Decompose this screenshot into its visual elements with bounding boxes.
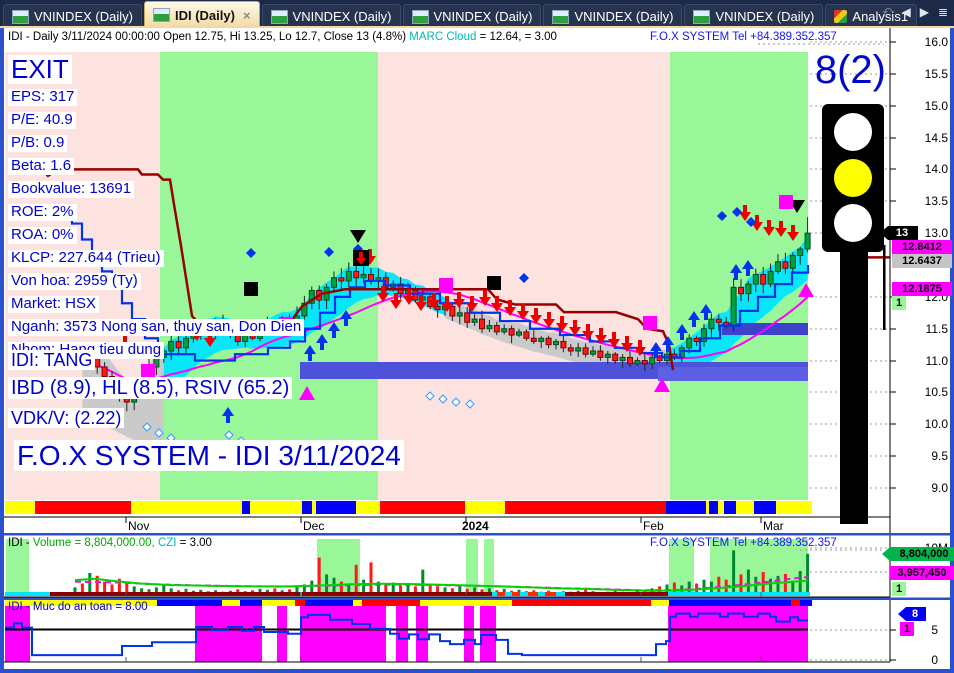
price-tick-label: 13.0 [924,226,948,240]
price-tick-label: 9.5 [931,449,948,463]
marc-cloud-value: = 12.64, = 3.00 [476,31,557,43]
exit-label: EXIT [8,54,72,85]
price-tick-label: 15.5 [924,67,948,81]
stat-label: P/E: 40.9 [8,111,76,129]
stat-label: P/B: 0.9 [8,134,68,152]
price-tag: 12.8412 [892,240,952,254]
tab-vnindex-daily-[interactable]: VNINDEX (Daily) [684,4,824,28]
tab-bar-bottom-strip [0,26,954,28]
stat-label: Bookvalue: 13691 [8,180,135,198]
tab-vnindex-daily-[interactable]: VNINDEX (Daily) [261,4,401,28]
price-tag: 12.1875 [892,282,952,296]
safety-tick-label: 0 [931,653,938,667]
tab-label: VNINDEX (Daily) [34,9,133,24]
chart-icon [693,9,711,24]
tab-label: VNINDEX (Daily) [433,9,533,24]
fox-system-contact: F.O.X SYSTEM Tel +84.389.352.357 [650,31,837,43]
volume-pane-title: IDI - Volume = 8,804,000.00, CZI = 3.00 [8,537,212,549]
traffic-light-indicator [822,104,884,252]
volume-tag: 1 [892,582,906,596]
chart-icon [12,9,29,24]
price-tick-label: 14.0 [924,162,948,176]
signal-label: IDI: TANG [8,350,96,371]
stat-label: Von hoa: 2959 (Ty) [8,272,141,290]
safety-tag: 8 [898,607,926,621]
analysis-icon [834,10,848,23]
main-chart-title: IDI - Daily 3/11/2024 00:00:00 Open 12.7… [8,31,557,43]
volume-tag: 8,804,000 [882,547,954,561]
safety-tick-label: 5 [931,623,938,637]
tab-vnindex-daily-[interactable]: VNINDEX (Daily) [402,4,542,28]
time-tick-label: Nov [128,519,150,533]
chart-icon [270,9,288,24]
tab-label: VNINDEX (Daily) [574,9,674,24]
time-tick-label: Mar [763,519,784,533]
tab-nav-icons: ↶ ◀ ▶ ≣ [882,6,948,18]
history-back-icon[interactable]: ↶ [882,5,893,19]
volume-tag: 3,957,450 [890,566,954,580]
tab-bar: VNINDEX (Daily) IDI (Daily) × VNINDEX (Dail… [0,0,954,28]
price-tick-label: 10.0 [924,417,948,431]
price-tick-label: 14.5 [924,131,948,145]
tab-idi-daily-[interactable]: IDI (Daily) × [143,1,260,28]
ohlc-text: IDI - Daily 3/11/2024 00:00:00 Open 12.7… [8,31,410,43]
price-tick-label: 16.0 [924,35,948,49]
fox-system-contact-volume: F.O.X SYSTEM Tel +84.389.352.357 [650,537,837,549]
stat-label: Nganh: 3573 Nong san, thuy san, Don Dien [8,318,305,336]
tab-analysis1[interactable]: Analysis1 [825,4,918,28]
price-tick-label: 15.0 [924,99,948,113]
volume-symbol: IDI - [8,537,33,549]
tab-vnindex-daily-[interactable]: VNINDEX (Daily) [543,4,683,28]
scroll-tabs-left-icon[interactable]: ◀ [901,5,911,19]
price-tag: 1 [892,296,906,310]
price-tick-label: 13.5 [924,194,948,208]
vdk-label: VDK/V: (2.22) [8,408,125,429]
price-tick-label: 11.5 [925,322,948,336]
tab-label: Analysis1 [852,9,909,24]
scroll-tabs-right-icon[interactable]: ▶ [919,5,929,19]
tab-menu-icon[interactable]: ≣ [937,5,948,19]
stat-label: Market: HSX [8,295,100,313]
tab-list: VNINDEX (Daily) IDI (Daily) × VNINDEX (Dail… [2,0,918,28]
stat-label: ROA: 0% [8,226,77,244]
safety-tag: 1 [900,622,914,636]
fox-footer-label: F.O.X SYSTEM - IDI 3/11/2024 [14,440,404,472]
price-tag: 12.6437 [892,254,952,268]
traffic-lamp-top [834,113,872,151]
stat-label: Beta: 1.6 [8,157,75,175]
czi-label: CZI [157,537,177,549]
chart-icon [411,9,429,24]
traffic-lamp-middle [834,159,872,197]
stat-label: ROE: 2% [8,203,77,221]
tab-label: VNINDEX (Daily) [715,9,815,24]
chart-icon [152,8,170,22]
tab-vnindex-daily-[interactable]: VNINDEX (Daily) [3,4,142,28]
stat-label: KLCP: 227.644 (Trieu) [8,249,164,267]
marc-cloud-label: MARC Cloud [409,31,477,43]
tab-close-icon[interactable]: × [242,7,251,23]
traffic-lamp-bottom [834,204,872,242]
safety-pane-title: IDI - Muc do an toan = 8.00 [8,601,148,613]
stat-label: EPS: 317 [8,88,78,106]
indicator-readout-label: IBD (8.9), HL (8.5), RSIV (65.2) [8,377,293,400]
tab-label: IDI (Daily) [174,7,235,23]
time-tick-label: Dec [303,519,325,533]
time-tick-label: Feb [643,519,664,533]
price-tick-label: 11.0 [925,354,948,368]
tab-label: VNINDEX (Daily) [292,9,392,24]
chart-icon [552,9,570,24]
price-tag: 13 [880,226,918,240]
price-tick-label: 9.0 [931,481,948,495]
price-tick-label: 10.5 [924,385,948,399]
traffic-light-pole [840,252,868,524]
volume-value: Volume = 8,804,000.00, [32,537,158,549]
time-tick-label: 2024 [462,519,489,533]
czi-value: = 3.00 [176,537,212,549]
signal-count-label: 8(2) [814,48,886,92]
